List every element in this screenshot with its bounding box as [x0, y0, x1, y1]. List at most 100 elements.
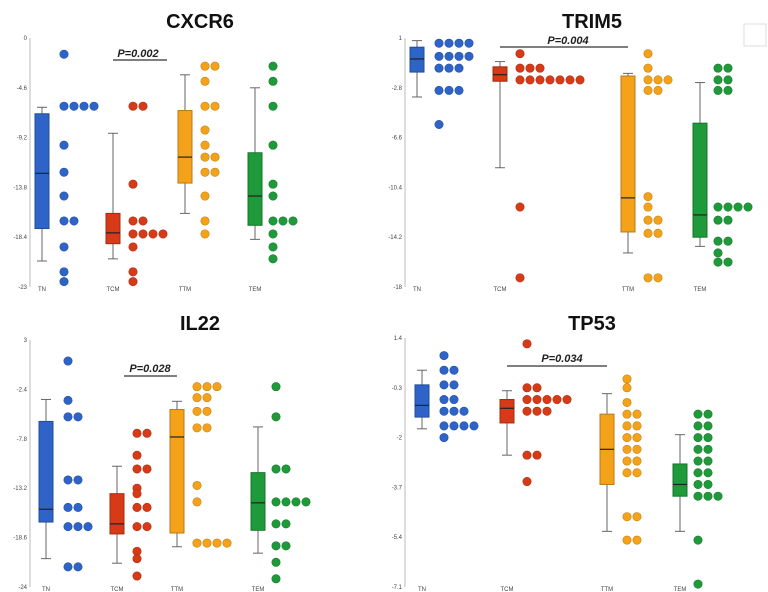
- data-point-ttm: [622, 383, 632, 393]
- box-tn: [38, 420, 54, 523]
- data-point-tn: [434, 63, 444, 73]
- data-point-tcm: [555, 75, 565, 85]
- data-point-tn: [459, 406, 469, 416]
- data-point-ttm: [643, 75, 653, 85]
- x-category-label: TCM: [107, 287, 120, 293]
- y-tick-label: 1: [399, 36, 403, 42]
- data-point-ttm: [632, 409, 642, 419]
- data-point-ttm: [622, 456, 632, 466]
- data-point-tcm: [542, 395, 552, 405]
- data-point-tem: [743, 202, 753, 212]
- data-point-tn: [59, 242, 69, 252]
- data-point-ttm: [202, 393, 212, 403]
- x-category-label: TN: [413, 287, 421, 293]
- data-point-tn: [434, 85, 444, 95]
- data-point-tcm: [532, 450, 542, 460]
- data-point-tem: [278, 216, 288, 226]
- data-point-tem: [713, 75, 723, 85]
- data-point-ttm: [653, 85, 663, 95]
- data-point-tem: [281, 541, 291, 551]
- data-point-tem: [271, 464, 281, 474]
- data-point-tn: [59, 216, 69, 226]
- box-ttm: [177, 110, 193, 184]
- data-point-tem: [288, 216, 298, 226]
- data-point-tem: [733, 202, 743, 212]
- data-point-ttm: [622, 409, 632, 419]
- y-tick-label: -13.2: [13, 486, 27, 492]
- data-point-ttm: [622, 433, 632, 443]
- data-point-ttm: [200, 76, 210, 86]
- y-tick-label: -14.2: [388, 235, 402, 241]
- x-category-label: TEM: [249, 287, 262, 293]
- data-point-ttm: [632, 421, 642, 431]
- box-tcm: [499, 399, 515, 424]
- data-point-tn: [73, 562, 83, 572]
- data-point-tn: [69, 101, 79, 111]
- data-point-tcm: [138, 216, 148, 226]
- data-point-tcm: [128, 267, 138, 277]
- data-point-ttm: [212, 382, 222, 392]
- data-point-tcm: [148, 229, 158, 239]
- data-point-tn: [459, 421, 469, 431]
- y-tick-label: -18.6: [13, 536, 27, 542]
- data-point-ttm: [643, 192, 653, 202]
- data-point-tem: [271, 541, 281, 551]
- box-tcm: [105, 212, 121, 245]
- data-point-ttm: [653, 75, 663, 85]
- data-point-tem: [693, 444, 703, 454]
- data-point-tcm: [132, 502, 142, 512]
- data-point-tn: [79, 101, 89, 111]
- y-tick-label: -2: [397, 436, 403, 442]
- data-point-tem: [703, 491, 713, 501]
- data-point-tem: [703, 433, 713, 443]
- data-point-ttm: [200, 216, 210, 226]
- data-point-tcm: [128, 179, 138, 189]
- data-point-ttm: [653, 228, 663, 238]
- data-point-ttm: [192, 480, 202, 490]
- data-point-tn: [449, 406, 459, 416]
- data-point-tn: [59, 277, 69, 287]
- x-category-label: TCM: [494, 287, 507, 293]
- x-category-label: TCM: [111, 587, 124, 592]
- data-point-tn: [63, 475, 73, 485]
- data-point-tn: [83, 522, 93, 532]
- data-point-tcm: [132, 522, 142, 532]
- data-point-tem: [268, 254, 278, 264]
- data-point-ttm: [632, 456, 642, 466]
- data-point-tem: [268, 242, 278, 252]
- y-tick-label: -13.8: [13, 185, 27, 191]
- y-tick-label: -10.4: [388, 185, 402, 191]
- data-point-tcm: [515, 75, 525, 85]
- x-category-label: TCM: [501, 587, 514, 592]
- x-category-label: TTM: [171, 587, 183, 592]
- data-point-tcm: [138, 101, 148, 111]
- data-point-tn: [439, 380, 449, 390]
- data-point-ttm: [192, 382, 202, 392]
- data-point-tcm: [138, 229, 148, 239]
- data-point-tn: [454, 38, 464, 48]
- y-tick-label: -18: [393, 285, 402, 291]
- data-point-tn: [69, 216, 79, 226]
- data-point-tn: [434, 119, 444, 129]
- data-point-tcm: [515, 202, 525, 212]
- data-point-tcm: [562, 395, 572, 405]
- y-tick-label: -24: [18, 585, 27, 591]
- pvalue-label: P=0.002: [117, 48, 158, 60]
- data-point-tn: [449, 421, 459, 431]
- data-point-tn: [434, 38, 444, 48]
- data-point-tn: [449, 395, 459, 405]
- data-point-ttm: [643, 202, 653, 212]
- y-tick-label: -2.4: [17, 387, 28, 393]
- data-point-ttm: [192, 497, 202, 507]
- data-point-tem: [281, 519, 291, 529]
- y-tick-label: -7.1: [392, 585, 403, 591]
- data-point-tcm: [535, 63, 545, 73]
- data-point-tn: [444, 51, 454, 61]
- data-point-tcm: [532, 395, 542, 405]
- legend-box: [743, 23, 767, 47]
- data-point-tem: [281, 497, 291, 507]
- data-point-tcm: [142, 428, 152, 438]
- data-point-tn: [444, 85, 454, 95]
- box-tn: [34, 113, 50, 230]
- y-tick-label: -7.8: [17, 437, 28, 443]
